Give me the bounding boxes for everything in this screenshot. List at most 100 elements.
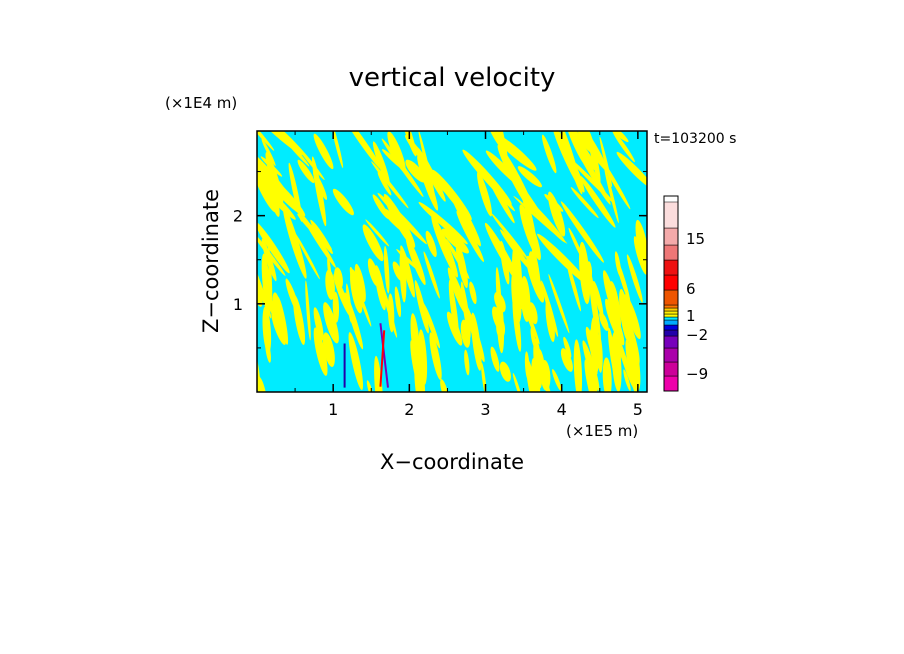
heatmap-streak: [362, 224, 384, 262]
heatmap-streak: [382, 207, 409, 234]
heatmap-streak: [499, 361, 511, 382]
heatmap-streak: [604, 166, 619, 224]
heatmap-streak: [348, 332, 364, 391]
heatmap-streak: [515, 171, 526, 196]
heatmap-streak: [446, 311, 463, 346]
heatmap-streak: [570, 136, 611, 205]
colorbar-ticks: 15 6 1−2 −9: [686, 230, 708, 383]
heatmap-streak: [635, 219, 647, 271]
heatmap-streak: [541, 134, 557, 174]
heatmap-streak: [417, 155, 439, 211]
heatmap-streak: [322, 332, 335, 367]
heatmap-streak: [545, 299, 555, 343]
heatmap-streak: [431, 215, 458, 278]
heatmap-streak: [374, 355, 384, 392]
heatmap-streak: [414, 280, 429, 334]
heatmap-streak: [596, 334, 603, 373]
heatmap-streak: [271, 310, 286, 345]
heatmap-streak: [623, 294, 641, 340]
heatmap-streak: [599, 312, 609, 331]
heatmap-streak: [374, 265, 386, 311]
heatmap-streak: [584, 359, 602, 392]
heatmap-streak: [257, 131, 275, 151]
x-unit-label: (×1E5 m): [566, 422, 638, 440]
heatmap-streak: [563, 336, 572, 358]
heatmap-streak: [441, 228, 469, 254]
heatmap-streak: [263, 165, 280, 217]
heatmap-streak: [615, 257, 631, 303]
heatmap-streak: [399, 246, 407, 303]
heatmap-streaks: [257, 131, 647, 392]
colorbar-segment: [663, 259, 679, 276]
heatmap-streak: [492, 306, 505, 333]
y-unit-label: (×1E4 m): [165, 94, 237, 112]
heatmap-streak: [566, 259, 581, 312]
heatmap-streak: [282, 205, 307, 279]
colorbar-segment: [663, 244, 679, 261]
heatmap-streak: [455, 242, 468, 289]
heatmap-streak: [633, 236, 647, 275]
heatmap-streak: [548, 274, 570, 334]
colorbar-segment: [663, 324, 679, 331]
heatmap-streak: [579, 175, 616, 228]
heatmap-streak: [276, 296, 289, 345]
heatmap-streak: [464, 349, 470, 376]
colorbar-segment: [663, 310, 679, 315]
heatmap-streak: [365, 219, 390, 247]
colorbar-segment: [663, 201, 679, 229]
x-axis-label: X−coordinate: [380, 450, 524, 474]
heatmap-streak: [366, 380, 374, 392]
heatmap-streak: [512, 372, 523, 392]
x-tick-label: 4: [557, 400, 567, 419]
colorbar-segment: [663, 313, 679, 318]
heatmap-streak: [456, 211, 484, 262]
heatmap-streak: [494, 291, 506, 313]
heatmap-streak: [568, 131, 608, 171]
heatmap-streak: [265, 152, 284, 206]
heatmap-streak: [589, 328, 600, 358]
heatmap-streak: [517, 166, 543, 188]
heatmap-streak: [414, 353, 426, 392]
heatmap-streak: [288, 162, 303, 222]
heatmap-streak: [311, 156, 327, 227]
y-tick-label: 2: [233, 207, 243, 226]
heatmap-streak: [387, 293, 395, 333]
heatmap-streak: [537, 233, 589, 286]
colorbar-segment: [663, 289, 679, 306]
colorbar-tick-label: 15: [686, 230, 705, 248]
x-tick-label: 2: [404, 400, 414, 419]
heatmap-streak: [559, 131, 583, 195]
heatmap-streak: [379, 323, 389, 388]
heatmap-streak: [332, 188, 354, 216]
chart-title: vertical velocity: [349, 63, 556, 93]
heatmap-streak: [602, 357, 612, 392]
colorbar-segment: [663, 304, 679, 309]
heatmap-streak: [512, 294, 522, 352]
heatmap-streak: [582, 340, 600, 391]
heatmap-streak: [372, 141, 390, 186]
heatmap-streak: [432, 169, 472, 221]
heatmap-streak: [372, 194, 389, 219]
colorbar-segment: [663, 274, 679, 291]
heatmap-streak: [619, 289, 631, 342]
heatmap-streak: [325, 269, 335, 300]
heatmap-streak: [490, 346, 500, 372]
colorbar-segment: [663, 335, 679, 349]
heatmap-streak: [274, 131, 310, 167]
heatmap-streak: [579, 241, 591, 305]
heatmap-streak: [383, 246, 390, 294]
heatmap-streak: [429, 332, 442, 381]
colorbar-segment: [663, 329, 679, 337]
heatmap-streak: [327, 257, 332, 282]
colorbar-segment: [663, 319, 679, 326]
heatmap-streak: [573, 339, 583, 392]
heatmap-streak: [423, 251, 440, 299]
time-label: t=103200 s: [654, 131, 736, 147]
heatmap-streak: [331, 131, 344, 169]
heatmap-streak: [533, 338, 543, 389]
heatmap-streak: [592, 287, 601, 341]
heatmap-field: [257, 131, 647, 392]
plot-frame: [256, 130, 648, 393]
heatmap-streak: [262, 306, 272, 354]
heatmap-streak: [570, 187, 599, 219]
